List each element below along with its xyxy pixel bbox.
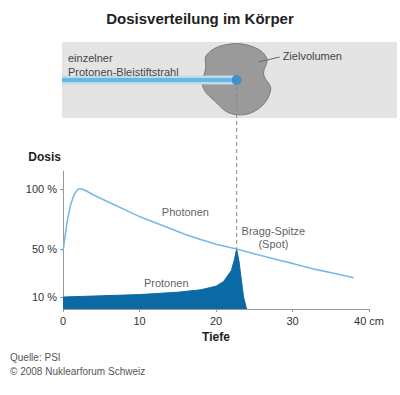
svg-text:einzelner: einzelner xyxy=(68,52,113,64)
svg-text:Quelle: PSI: Quelle: PSI xyxy=(10,352,61,363)
svg-text:Dosisverteilung im Körper: Dosisverteilung im Körper xyxy=(106,10,294,27)
svg-text:10 %: 10 % xyxy=(32,291,57,303)
svg-text:50 %: 50 % xyxy=(32,243,57,255)
svg-text:20: 20 xyxy=(210,315,222,327)
svg-text:10: 10 xyxy=(133,315,145,327)
svg-text:100 %: 100 % xyxy=(26,183,57,195)
svg-text:© 2008 Nuklearforum Schweiz: © 2008 Nuklearforum Schweiz xyxy=(10,366,145,377)
svg-text:Zielvolumen: Zielvolumen xyxy=(283,50,342,62)
svg-text:Tiefe: Tiefe xyxy=(202,330,230,344)
svg-text:30: 30 xyxy=(286,315,298,327)
svg-text:Dosis: Dosis xyxy=(28,150,61,164)
svg-text:0: 0 xyxy=(60,315,66,327)
svg-text:Photonen: Photonen xyxy=(162,206,209,218)
svg-text:Protonen: Protonen xyxy=(144,277,189,289)
svg-text:Protonen-Bleistiftstrahl: Protonen-Bleistiftstrahl xyxy=(68,66,179,78)
svg-text:40 cm: 40 cm xyxy=(354,315,384,327)
svg-text:(Spot): (Spot) xyxy=(258,238,288,250)
svg-text:Bragg-Spitze: Bragg-Spitze xyxy=(242,225,306,237)
